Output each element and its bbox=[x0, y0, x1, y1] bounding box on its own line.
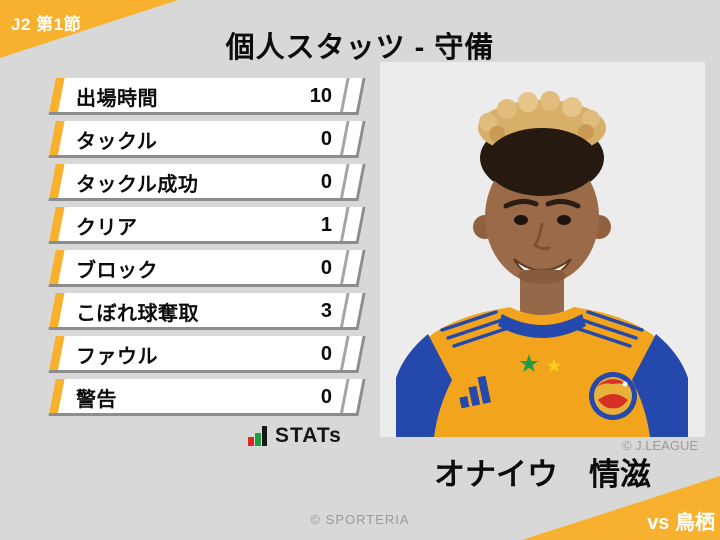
stats-list: 出場時間 10 タックル 0 タックル成功 0 bbox=[48, 78, 366, 422]
matchweek-label: J2 第1節 bbox=[11, 15, 82, 34]
bar-chart-icon bbox=[248, 426, 267, 446]
player-portrait-illustration bbox=[380, 62, 705, 437]
stat-label: クリア bbox=[76, 217, 138, 239]
stat-value: 0 bbox=[320, 386, 332, 408]
stat-label: タックル成功 bbox=[76, 174, 199, 196]
stat-label: 出場時間 bbox=[76, 88, 158, 110]
stat-row: タックル 0 bbox=[48, 121, 366, 158]
stat-label: ブロック bbox=[76, 260, 158, 282]
stats-brand-logo: STATs bbox=[248, 424, 342, 446]
opponent-label: vs 鳥栖 bbox=[647, 512, 715, 534]
stat-row: タックル成功 0 bbox=[48, 164, 366, 201]
stat-label: タックル bbox=[76, 131, 158, 153]
stat-row: 警告 0 bbox=[48, 379, 366, 416]
stat-label: 警告 bbox=[76, 389, 117, 411]
player-name: オナイウ 情滋 bbox=[434, 457, 651, 492]
stat-row: 出場時間 10 bbox=[48, 78, 366, 115]
player-photo bbox=[380, 62, 705, 437]
stat-label: こぼれ球奪取 bbox=[76, 303, 199, 325]
stat-row: こぼれ球奪取 3 bbox=[48, 293, 366, 330]
site-credit: © SPORTERIA bbox=[310, 512, 410, 527]
stat-value: 0 bbox=[320, 128, 332, 150]
stat-value: 0 bbox=[320, 171, 332, 193]
stats-logo-text: STATs bbox=[275, 424, 342, 447]
stat-value: 10 bbox=[309, 85, 332, 107]
stat-row: ブロック 0 bbox=[48, 250, 366, 287]
stat-value: 1 bbox=[320, 214, 332, 236]
stat-value: 0 bbox=[320, 343, 332, 365]
stat-value: 3 bbox=[320, 300, 332, 322]
stat-value: 0 bbox=[320, 257, 332, 279]
page-title: 個人スタッツ - 守備 bbox=[225, 32, 495, 64]
photo-credit: © J.LEAGUE bbox=[621, 438, 698, 453]
stat-row: クリア 1 bbox=[48, 207, 366, 244]
stat-label: ファウル bbox=[76, 346, 158, 368]
stat-row: ファウル 0 bbox=[48, 336, 366, 373]
